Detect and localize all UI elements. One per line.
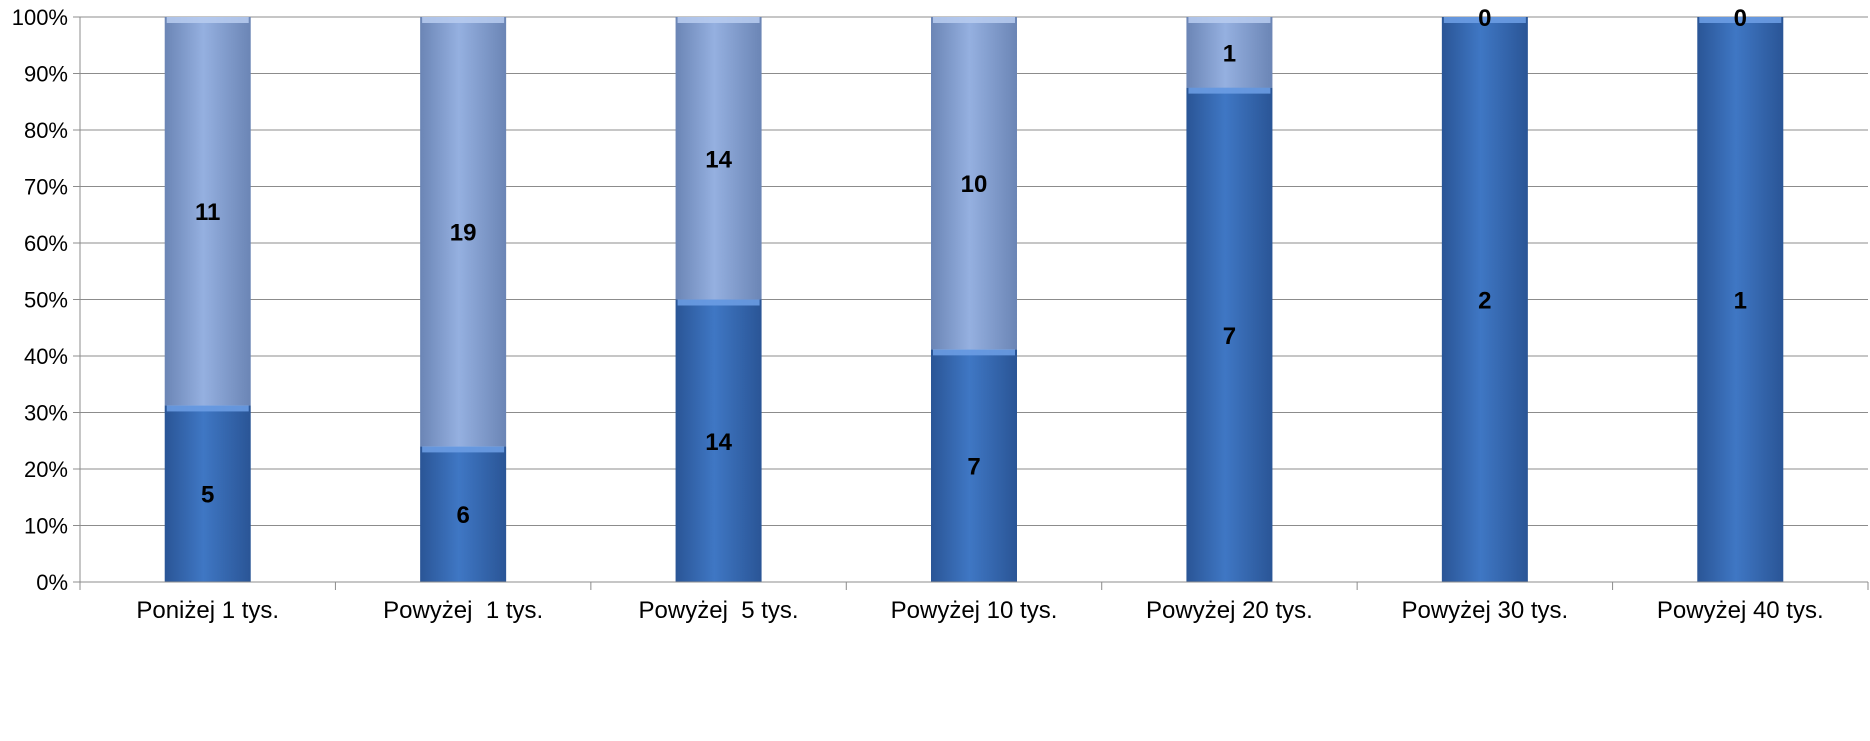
- y-tick-label: 70%: [24, 175, 68, 200]
- bar-highlight: [422, 17, 505, 23]
- bar-highlight: [677, 17, 760, 23]
- bar-highlight: [1188, 17, 1271, 23]
- bar-highlight: [1188, 87, 1271, 94]
- data-label: 5: [201, 482, 214, 509]
- data-label: 0: [1478, 5, 1491, 32]
- bar-segment: [1186, 87, 1273, 582]
- bar-highlight: [933, 17, 1015, 23]
- y-tick-label: 90%: [24, 62, 68, 87]
- bar-highlight: [166, 405, 249, 412]
- data-label: 6: [456, 502, 469, 529]
- y-tick-label: 60%: [24, 231, 68, 256]
- bar-segment: [164, 17, 251, 406]
- x-axis-ticks: Poniżej 1 tys. Powyżej 1 tys. Powyżej 5 ty…: [136, 597, 1823, 624]
- data-label: 10: [961, 171, 988, 198]
- data-label: 1: [1223, 40, 1236, 67]
- x-tick-label: Powyżej 40 tys.: [1657, 597, 1824, 624]
- bar-segment: [675, 299, 762, 582]
- data-label: 7: [967, 454, 980, 481]
- bar-highlight: [677, 299, 760, 306]
- x-tick-label: Powyżej 5 tys.: [639, 597, 799, 624]
- bar-segment: [1186, 17, 1273, 88]
- data-label: 7: [1223, 323, 1236, 350]
- bar-segment: [931, 349, 1017, 582]
- data-label: 1: [1734, 288, 1747, 315]
- bar-segment: [931, 17, 1017, 350]
- y-tick-label: 80%: [24, 118, 68, 143]
- data-label: 0: [1734, 5, 1747, 32]
- data-label: 19: [450, 220, 477, 247]
- axes: [73, 16, 1869, 590]
- data-label: 14: [705, 146, 732, 173]
- bar-highlight: [166, 17, 249, 23]
- bar-segment: [1697, 17, 1784, 582]
- data-label: 11: [195, 199, 220, 226]
- bar-segment: [1441, 17, 1528, 582]
- x-tick-label: Powyżej 30 tys.: [1401, 597, 1568, 624]
- x-tick-label: Powyżej 1 tys.: [383, 597, 543, 624]
- x-tick-label: Powyżej 20 tys.: [1146, 597, 1313, 624]
- y-tick-label: 100%: [12, 5, 68, 30]
- bar-highlight: [933, 349, 1015, 356]
- bar-highlight: [1699, 17, 1782, 23]
- data-label: 2: [1478, 288, 1491, 315]
- y-axis-ticks: 0% 10% 20% 30% 40% 50% 60% 70% 80% 90% 100%: [12, 5, 68, 595]
- y-tick-label: 0%: [36, 570, 68, 595]
- y-tick-label: 10%: [24, 514, 68, 539]
- bar-segment: [420, 17, 507, 447]
- bars: [164, 17, 1784, 582]
- bar-highlight: [422, 446, 505, 453]
- x-tick-label: Powyżej 10 tys.: [891, 597, 1058, 624]
- x-tick-label: Poniżej 1 tys.: [136, 597, 279, 624]
- y-tick-label: 50%: [24, 288, 68, 313]
- bar-segment: [675, 17, 762, 300]
- bar-segment: [164, 405, 251, 582]
- y-tick-label: 40%: [24, 344, 68, 369]
- y-tick-label: 20%: [24, 457, 68, 482]
- bar-highlight: [1443, 17, 1526, 23]
- y-tick-label: 30%: [24, 401, 68, 426]
- data-label: 14: [705, 429, 732, 456]
- bar-segment: [420, 446, 507, 582]
